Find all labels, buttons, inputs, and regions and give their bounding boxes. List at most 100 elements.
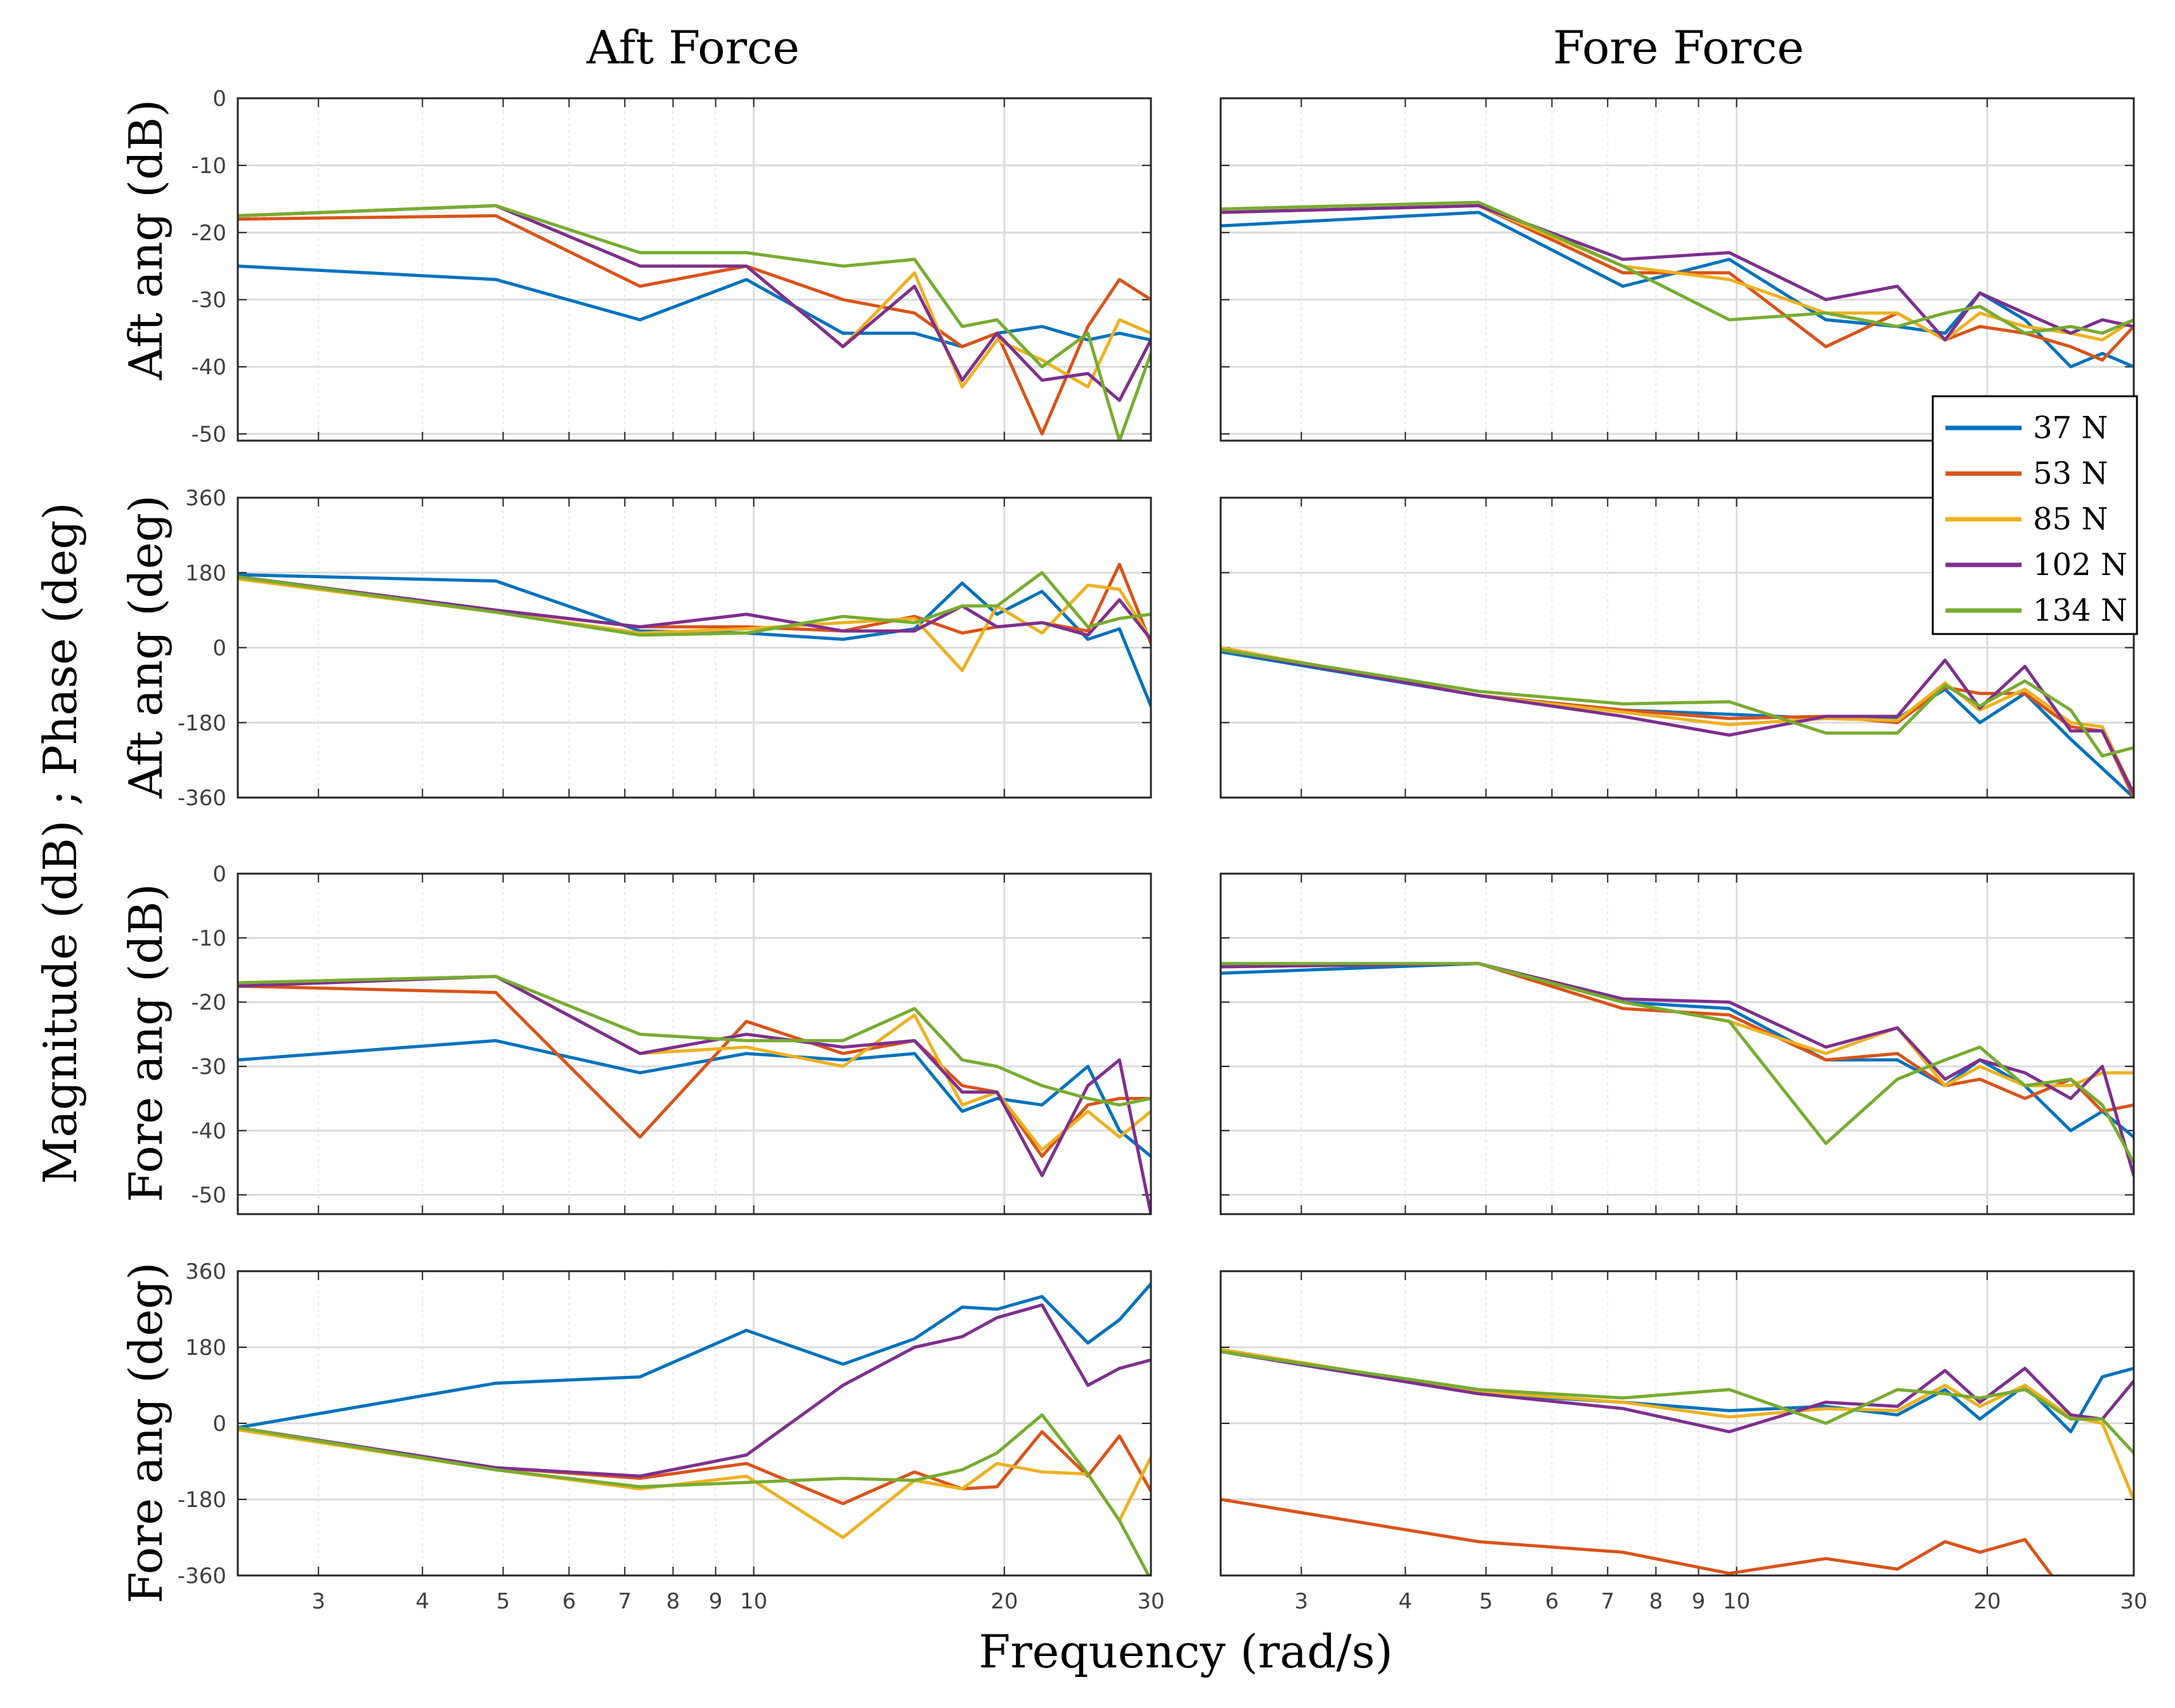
title-fore-force: Fore Force — [1553, 21, 1804, 74]
series-line-134-n — [238, 974, 1151, 1107]
series-line-102-n — [238, 204, 1151, 402]
x-tick-label: 5 — [1479, 1589, 1493, 1614]
series-line-85-n — [238, 577, 1151, 673]
y-tick-label: 0 — [212, 86, 226, 112]
y-tick-label: 360 — [185, 486, 226, 511]
y-tick-label: 360 — [185, 1259, 226, 1284]
series-line-53-n — [1221, 1498, 2054, 1575]
panel-fore-force-fore-mag — [1219, 872, 2135, 1215]
series-line-134-n — [238, 204, 1151, 441]
ylabel-row-4: Fore ang (deg) — [119, 1262, 172, 1604]
panel-fore-force-fore-phase: 3 4 5 6 7 8 9 10 20 30 — [1219, 1270, 2148, 1614]
legend-label: 134 N — [2033, 593, 2127, 628]
x-tick-label: 7 — [1600, 1589, 1614, 1614]
y-tick-label: -30 — [191, 288, 226, 313]
series-line-134-n — [1221, 200, 2134, 335]
y-tick-label: -360 — [178, 1563, 226, 1589]
y-tick-label: -30 — [191, 1054, 226, 1080]
y-tick-label: -180 — [178, 711, 226, 736]
x-tick-label: 6 — [562, 1589, 576, 1614]
y-tick-label: -360 — [178, 786, 226, 811]
series-line-37-n — [238, 1282, 1151, 1430]
y-tick-label: 0 — [212, 862, 226, 887]
y-tick-label: -20 — [191, 221, 226, 246]
x-tick-label: 20 — [990, 1589, 1018, 1614]
panel-aft-force-fore-phase: 360 180 0 -180 -360 3 4 5 6 7 8 9 10 20 30 — [178, 1259, 1165, 1614]
series-group — [1221, 646, 2134, 798]
ylabel-row-1: Aft ang (dB) — [119, 100, 172, 381]
y-tick-label: 180 — [185, 560, 226, 586]
legend-label: 85 N — [2033, 501, 2108, 537]
series-group — [238, 1282, 1151, 1575]
series-line-102-n — [238, 974, 1151, 1214]
legend-label: 102 N — [2033, 547, 2127, 583]
axes-box — [237, 872, 1152, 1215]
axes-box — [237, 97, 1152, 442]
y-tick-label: 0 — [212, 636, 226, 661]
legend-label: 53 N — [2033, 456, 2108, 491]
y-tick-label: -10 — [191, 153, 226, 179]
series-group — [238, 562, 1151, 708]
series-group — [238, 204, 1151, 441]
y-tick-label: -50 — [191, 1183, 226, 1208]
x-tick-label: 4 — [1398, 1589, 1412, 1614]
axes-box — [1219, 496, 2135, 799]
x-tick-label: 8 — [666, 1589, 680, 1614]
x-tick-label: 9 — [709, 1589, 723, 1614]
x-tick-label: 30 — [2120, 1589, 2147, 1614]
y-tick-label: -20 — [191, 990, 226, 1016]
y-tick-label: -40 — [191, 1118, 226, 1144]
x-tick-label: 9 — [1692, 1589, 1706, 1614]
series-line-53-n — [1221, 646, 2134, 798]
series-line-134-n — [1221, 1350, 2134, 1455]
series-line-102-n — [238, 1303, 1151, 1478]
legend: 37 N 53 N 85 N 102 N 134 N — [1932, 395, 2138, 635]
axes-box — [1219, 1270, 2135, 1577]
x-tick-label: 3 — [1294, 1589, 1308, 1614]
y-tick-label: 0 — [212, 1411, 226, 1437]
panel-fore-force-aft-mag — [1219, 97, 2135, 442]
x-tick-label: 20 — [1973, 1589, 2001, 1614]
series-line-134-n — [238, 571, 1151, 637]
series-line-102-n — [1221, 648, 2134, 795]
legend-box — [1932, 395, 2138, 635]
series-group — [1221, 1347, 2134, 1575]
series-line-37-n — [238, 264, 1151, 349]
x-axis-label: Frequency (rad/s) — [978, 1625, 1393, 1678]
axes-box — [1219, 872, 2135, 1215]
panel-aft-force-fore-mag: 0 -10 -20 -30 -40 -50 — [191, 862, 1152, 1215]
series-line-134-n — [238, 1413, 1151, 1575]
x-tick-label: 5 — [497, 1589, 510, 1614]
series-line-102-n — [1221, 1350, 2134, 1433]
axes-background — [1221, 98, 2134, 441]
x-tick-label: 4 — [415, 1589, 429, 1614]
y-tick-label: -180 — [178, 1487, 226, 1513]
series-line-102-n — [1221, 204, 2134, 342]
legend-label: 37 N — [2033, 410, 2108, 446]
series-group — [1221, 962, 2134, 1177]
ylabel-row-2: Aft ang (deg) — [119, 495, 172, 799]
axes-background — [238, 98, 1151, 441]
x-tick-label: 3 — [311, 1589, 325, 1614]
x-tick-label: 30 — [1137, 1589, 1164, 1614]
ylabel-row-3: Fore ang (dB) — [119, 884, 172, 1203]
panel-aft-force-aft-phase: 360 180 0 -180 -360 — [178, 486, 1152, 811]
x-tick-label: 10 — [740, 1589, 767, 1614]
series-line-102-n — [238, 575, 1151, 641]
series-line-37-n — [238, 1038, 1151, 1158]
title-aft-force: Aft Force — [586, 21, 800, 74]
series-line-37-n — [1221, 210, 2134, 368]
x-tick-label: 8 — [1649, 1589, 1663, 1614]
series-line-134-n — [1221, 962, 2134, 1165]
panel-aft-force-aft-mag: 0 -10 -20 -30 -40 -50 — [191, 86, 1152, 447]
axes-box — [237, 1270, 1152, 1577]
series-group — [238, 974, 1151, 1214]
x-tick-label: 7 — [618, 1589, 632, 1614]
super-ylabel: Magnitude (dB) ; Phase (deg) — [34, 502, 87, 1184]
series-group — [1221, 200, 2134, 368]
series-line-102-n — [1221, 962, 2134, 1177]
series-line-134-n — [1221, 648, 2134, 758]
y-tick-label: -50 — [191, 422, 226, 447]
x-tick-label: 10 — [1723, 1589, 1750, 1614]
